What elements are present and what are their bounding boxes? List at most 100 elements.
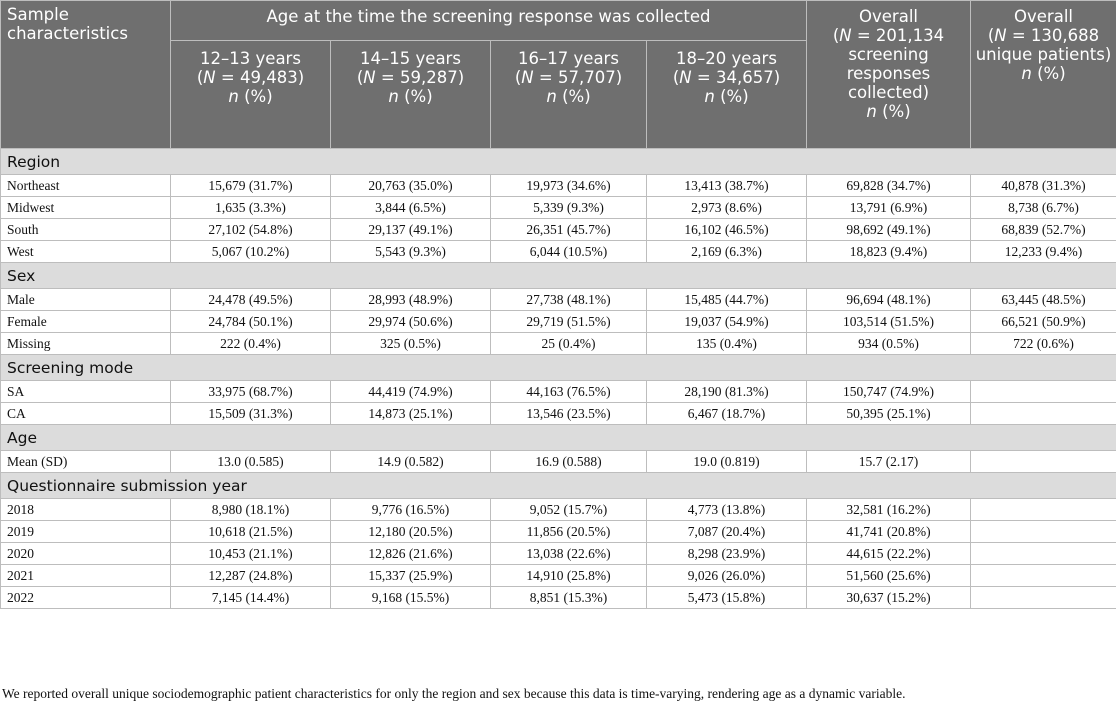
table-cell: 2,169 (6.3%) [646, 240, 807, 263]
table-cell: 15,485 (44.7%) [646, 288, 807, 311]
table-cell: 7,145 (14.4%) [170, 586, 331, 609]
table-row: Female 24,784 (50.1%) 29,974 (50.6%) 29,719… [0, 310, 1116, 333]
table-cell: 8,851 (15.3%) [490, 586, 647, 609]
table-cell: 44,419 (74.9%) [330, 380, 491, 403]
table-cell: 13,413 (38.7%) [646, 174, 807, 197]
table-cell: 96,694 (48.1%) [806, 288, 971, 311]
table-cell: 66,521 (50.9%) [970, 310, 1116, 333]
stub-header: Sample characteristics [0, 0, 171, 149]
table-cell: 135 (0.4%) [646, 332, 807, 355]
table-cell: 32,581 (16.2%) [806, 498, 971, 521]
table-cell: 33,975 (68.7%) [170, 380, 331, 403]
table-cell [970, 402, 1116, 425]
table-row: Male 24,478 (49.5%) 28,993 (48.9%) 27,738 (… [0, 288, 1116, 311]
table-cell: 19,973 (34.6%) [490, 174, 647, 197]
overall-patients-header: Overall (N = 130,688 unique patients) n … [970, 0, 1116, 149]
table-cell: 13.0 (0.585) [170, 450, 331, 473]
table-cell: 68,839 (52.7%) [970, 218, 1116, 241]
table-cell: 25 (0.4%) [490, 332, 647, 355]
table-cell: 13,038 (22.6%) [490, 542, 647, 565]
table-cell [970, 450, 1116, 473]
footnote: We reported overall unique sociodemograp… [2, 686, 906, 701]
row-label: Northeast [0, 174, 171, 197]
table-cell: 26,351 (45.7%) [490, 218, 647, 241]
table-cell: 9,776 (16.5%) [330, 498, 491, 521]
table-cell: 103,514 (51.5%) [806, 310, 971, 333]
table-row: Northeast 15,679 (31.7%) 20,763 (35.0%) 19,… [0, 174, 1116, 197]
table-cell: 14,910 (25.8%) [490, 564, 647, 587]
table-cell: 41,741 (20.8%) [806, 520, 971, 543]
table-cell: 28,993 (48.9%) [330, 288, 491, 311]
table-cell: 29,974 (50.6%) [330, 310, 491, 333]
table-cell: 19.0 (0.819) [646, 450, 807, 473]
table-cell: 12,287 (24.8%) [170, 564, 331, 587]
row-label: 2020 [0, 542, 171, 565]
table-row: 2021 12,287 (24.8%) 15,337 (25.9%) 14,910 (… [0, 564, 1116, 587]
table-row: 2022 7,145 (14.4%) 9,168 (15.5%) 8,851 (15.… [0, 586, 1116, 609]
row-label: CA [0, 402, 171, 425]
table-cell: 16.9 (0.588) [490, 450, 647, 473]
row-label: 2021 [0, 564, 171, 587]
row-label: 2022 [0, 586, 171, 609]
table-cell: 69,828 (34.7%) [806, 174, 971, 197]
age-column-header: 14–15 years (N = 59,287) n (%) [330, 40, 491, 149]
table-row: SA 33,975 (68.7%) 44,419 (74.9%) 44,163 (76… [0, 380, 1116, 403]
table-cell: 12,826 (21.6%) [330, 542, 491, 565]
section-title: Sex [0, 262, 1116, 289]
table-cell: 15.7 (2.17) [806, 450, 971, 473]
table-cell: 3,844 (6.5%) [330, 196, 491, 219]
table-cell [970, 542, 1116, 565]
table-cell: 722 (0.6%) [970, 332, 1116, 355]
table-cell: 44,615 (22.2%) [806, 542, 971, 565]
table-cell: 27,738 (48.1%) [490, 288, 647, 311]
table-cell: 150,747 (74.9%) [806, 380, 971, 403]
table-cell: 20,763 (35.0%) [330, 174, 491, 197]
row-label: SA [0, 380, 171, 403]
row-label: Mean (SD) [0, 450, 171, 473]
table-cell: 14,873 (25.1%) [330, 402, 491, 425]
table-row: Missing 222 (0.4%) 325 (0.5%) 25 (0.4%) 135 … [0, 332, 1116, 355]
table-cell: 222 (0.4%) [170, 332, 331, 355]
table-cell: 63,445 (48.5%) [970, 288, 1116, 311]
row-label: Male [0, 288, 171, 311]
section-title: Screening mode [0, 354, 1116, 381]
age-column-header: 12–13 years (N = 49,483) n (%) [170, 40, 331, 149]
row-label: South [0, 218, 171, 241]
table-cell: 12,233 (9.4%) [970, 240, 1116, 263]
table-cell: 15,337 (25.9%) [330, 564, 491, 587]
table-cell: 24,784 (50.1%) [170, 310, 331, 333]
section-title: Region [0, 148, 1116, 175]
table-cell: 1,635 (3.3%) [170, 196, 331, 219]
table-cell: 934 (0.5%) [806, 332, 971, 355]
table-cell: 16,102 (46.5%) [646, 218, 807, 241]
row-label: Female [0, 310, 171, 333]
table-cell: 98,692 (49.1%) [806, 218, 971, 241]
table-cell: 29,719 (51.5%) [490, 310, 647, 333]
table-cell: 5,543 (9.3%) [330, 240, 491, 263]
table-cell: 12,180 (20.5%) [330, 520, 491, 543]
table-cell: 27,102 (54.8%) [170, 218, 331, 241]
section-title: Questionnaire submission year [0, 472, 1116, 499]
row-label: 2019 [0, 520, 171, 543]
table-cell: 4,773 (13.8%) [646, 498, 807, 521]
row-label: Midwest [0, 196, 171, 219]
table-cell: 40,878 (31.3%) [970, 174, 1116, 197]
age-column-header: 18–20 years (N = 34,657) n (%) [646, 40, 807, 149]
table-cell: 6,044 (10.5%) [490, 240, 647, 263]
table-cell: 2,973 (8.6%) [646, 196, 807, 219]
table-cell: 10,618 (21.5%) [170, 520, 331, 543]
table-cell: 9,026 (26.0%) [646, 564, 807, 587]
table-row: 2018 8,980 (18.1%) 9,776 (16.5%) 9,052 (15.… [0, 498, 1116, 521]
table-row: 2019 10,618 (21.5%) 12,180 (20.5%) 11,856 (… [0, 520, 1116, 543]
table-row: 2020 10,453 (21.1%) 12,826 (21.6%) 13,038 (… [0, 542, 1116, 565]
table-cell: 19,037 (54.9%) [646, 310, 807, 333]
table-cell: 8,738 (6.7%) [970, 196, 1116, 219]
characteristics-table: Sample characteristics Age at the time t… [0, 0, 1116, 609]
table-cell: 325 (0.5%) [330, 332, 491, 355]
table-cell: 5,339 (9.3%) [490, 196, 647, 219]
table-row: West 5,067 (10.2%) 5,543 (9.3%) 6,044 (10.5… [0, 240, 1116, 263]
section-header-row: Screening mode [0, 354, 1116, 381]
overall-responses-header: Overall (N = 201,134 screening responses… [806, 0, 971, 149]
table-cell: 5,473 (15.8%) [646, 586, 807, 609]
group-header: Age at the time the screening response w… [170, 0, 807, 41]
